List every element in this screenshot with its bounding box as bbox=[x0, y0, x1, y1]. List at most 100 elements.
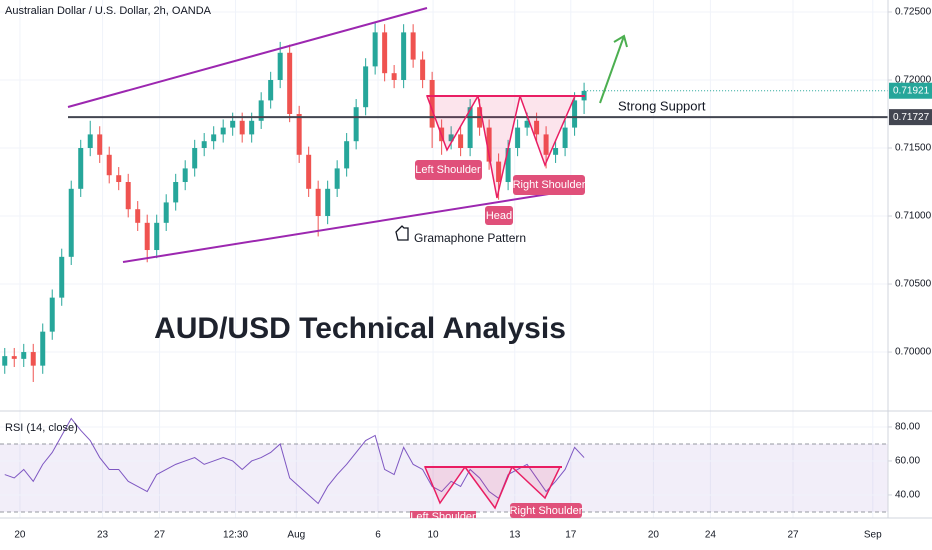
candle-body bbox=[515, 127, 521, 149]
candle-body bbox=[135, 209, 141, 223]
candle-body bbox=[106, 154, 112, 176]
label-box bbox=[415, 160, 482, 180]
candle-body bbox=[372, 32, 378, 67]
x-tick-label: 24 bbox=[705, 530, 717, 541]
x-tick-label: 20 bbox=[14, 530, 26, 541]
y-tick-label: 0.72500 bbox=[895, 7, 932, 18]
candle-body bbox=[249, 120, 255, 135]
candle-body bbox=[230, 120, 236, 128]
candle-body bbox=[182, 168, 188, 183]
candle-body bbox=[11, 356, 17, 359]
candle-body bbox=[572, 100, 578, 128]
y-tick-label: 60.00 bbox=[895, 456, 920, 467]
x-tick-label: 20 bbox=[648, 530, 660, 541]
y-tick-label: 0.72000 bbox=[895, 75, 932, 86]
candle-body bbox=[334, 168, 340, 189]
x-tick-label: Sep bbox=[864, 530, 882, 541]
candle-body bbox=[325, 188, 331, 217]
candle-body bbox=[239, 120, 245, 135]
chart-title: Australian Dollar / U.S. Dollar, 2h, OAN… bbox=[5, 5, 212, 17]
x-tick-label: 12:30 bbox=[223, 530, 248, 541]
x-tick-label: 27 bbox=[154, 530, 166, 541]
candle-body bbox=[2, 356, 8, 366]
last-price-badge bbox=[889, 82, 932, 99]
candle-body bbox=[97, 134, 103, 155]
right-shoulder-label: Right Shoulder bbox=[513, 179, 586, 191]
candle-body bbox=[277, 52, 283, 80]
label-box bbox=[510, 503, 582, 518]
candle-body bbox=[125, 182, 131, 210]
candle-body bbox=[382, 32, 388, 74]
candle-body bbox=[173, 182, 179, 203]
x-tick-label: Aug bbox=[287, 530, 305, 541]
candle-body bbox=[543, 134, 549, 155]
candle-body bbox=[49, 297, 55, 332]
x-tick-label: 13 bbox=[509, 530, 521, 541]
rsi-line bbox=[4, 417, 585, 505]
candle-body bbox=[154, 222, 160, 251]
candle-body bbox=[21, 352, 27, 359]
left-shoulder-label: Left Shoulder bbox=[415, 164, 481, 176]
label-box bbox=[410, 511, 476, 518]
candle-body bbox=[116, 175, 122, 183]
candle-body bbox=[420, 59, 426, 80]
candle-body bbox=[496, 161, 502, 183]
candle-body bbox=[40, 331, 46, 366]
candle-body bbox=[144, 222, 150, 251]
candle-body bbox=[353, 107, 359, 142]
x-tick-label: 27 bbox=[787, 530, 799, 541]
candle-body bbox=[363, 66, 369, 108]
label-box bbox=[485, 206, 513, 225]
heading: AUD/USD Technical Analysis bbox=[154, 312, 566, 345]
y-tick-label: 80.00 bbox=[895, 422, 920, 433]
arrow-head bbox=[613, 34, 628, 48]
lower-trendline bbox=[122, 192, 556, 263]
candle-body bbox=[467, 107, 473, 149]
candle-body bbox=[401, 32, 407, 80]
y-tick-label: 0.71000 bbox=[895, 211, 932, 222]
candle-body bbox=[220, 127, 226, 135]
y-tick-label: 0.70000 bbox=[895, 347, 932, 358]
candle-body bbox=[524, 120, 530, 128]
candle-body bbox=[78, 148, 84, 189]
candle-body bbox=[562, 127, 568, 149]
candle-body bbox=[344, 141, 350, 169]
candle-body bbox=[287, 52, 293, 114]
rsi-right-label: Right Shoulder bbox=[510, 505, 583, 517]
candle-body bbox=[505, 148, 511, 183]
candle-body bbox=[163, 202, 169, 223]
upper-trendline bbox=[67, 7, 428, 108]
support-badge-label: 0.71727 bbox=[893, 112, 930, 123]
x-tick-label: 23 bbox=[97, 530, 109, 541]
candle-body bbox=[30, 352, 36, 366]
candle-body bbox=[315, 188, 321, 217]
candle-body bbox=[306, 154, 312, 189]
candle-body bbox=[448, 134, 454, 142]
pattern-label: Gramaphone Pattern bbox=[414, 231, 526, 245]
candle-body bbox=[429, 79, 435, 128]
candle-body bbox=[458, 134, 464, 149]
y-tick-label: 40.00 bbox=[895, 490, 920, 501]
hand-icon bbox=[395, 225, 409, 241]
y-tick-label: 0.71500 bbox=[895, 143, 932, 154]
label-box bbox=[513, 175, 585, 195]
x-tick-label: 17 bbox=[565, 530, 577, 541]
candle-body bbox=[410, 32, 416, 60]
support-label: Strong Support bbox=[618, 98, 706, 113]
candle-body bbox=[87, 134, 93, 149]
candle-body bbox=[486, 127, 492, 162]
candle-body bbox=[534, 120, 540, 135]
candle-body bbox=[268, 79, 274, 101]
y-tick-label: 0.70500 bbox=[895, 279, 932, 290]
arrow bbox=[599, 35, 625, 104]
x-tick-label: 10 bbox=[428, 530, 440, 541]
head-label: Head bbox=[486, 210, 512, 222]
candle-body bbox=[201, 141, 207, 149]
rsi-left-label: Left Shoulder bbox=[410, 511, 476, 523]
candle-body bbox=[192, 148, 198, 169]
candle-body bbox=[296, 113, 302, 155]
last-price-label: 0.71921 bbox=[893, 85, 930, 96]
candle-body bbox=[553, 148, 559, 155]
candle-body bbox=[68, 188, 74, 257]
